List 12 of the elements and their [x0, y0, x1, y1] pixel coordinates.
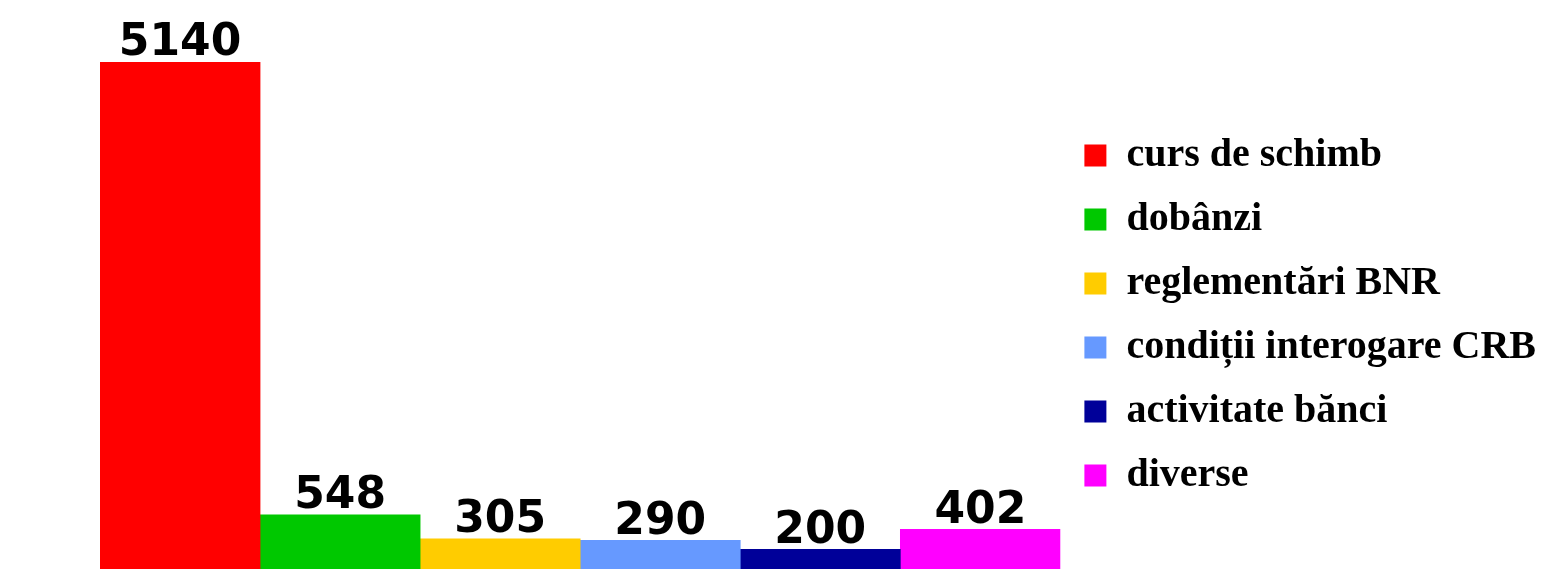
- data-label: 290: [614, 492, 707, 544]
- data-label: 200: [774, 501, 867, 553]
- data-label: 5140: [118, 14, 242, 66]
- data-label: 548: [294, 467, 387, 519]
- legend-label: reglementări BNR: [1126, 257, 1442, 303]
- data-label: 402: [934, 481, 1027, 533]
- legend-label: diverse: [1126, 449, 1249, 495]
- data-label: 305: [454, 491, 547, 543]
- legend-label: dobânzi: [1126, 193, 1262, 239]
- legend-label: curs de schimb: [1126, 129, 1382, 175]
- legend-label: activitate bănci: [1126, 385, 1388, 431]
- legend-label: condiții interogare CRB: [1126, 321, 1536, 368]
